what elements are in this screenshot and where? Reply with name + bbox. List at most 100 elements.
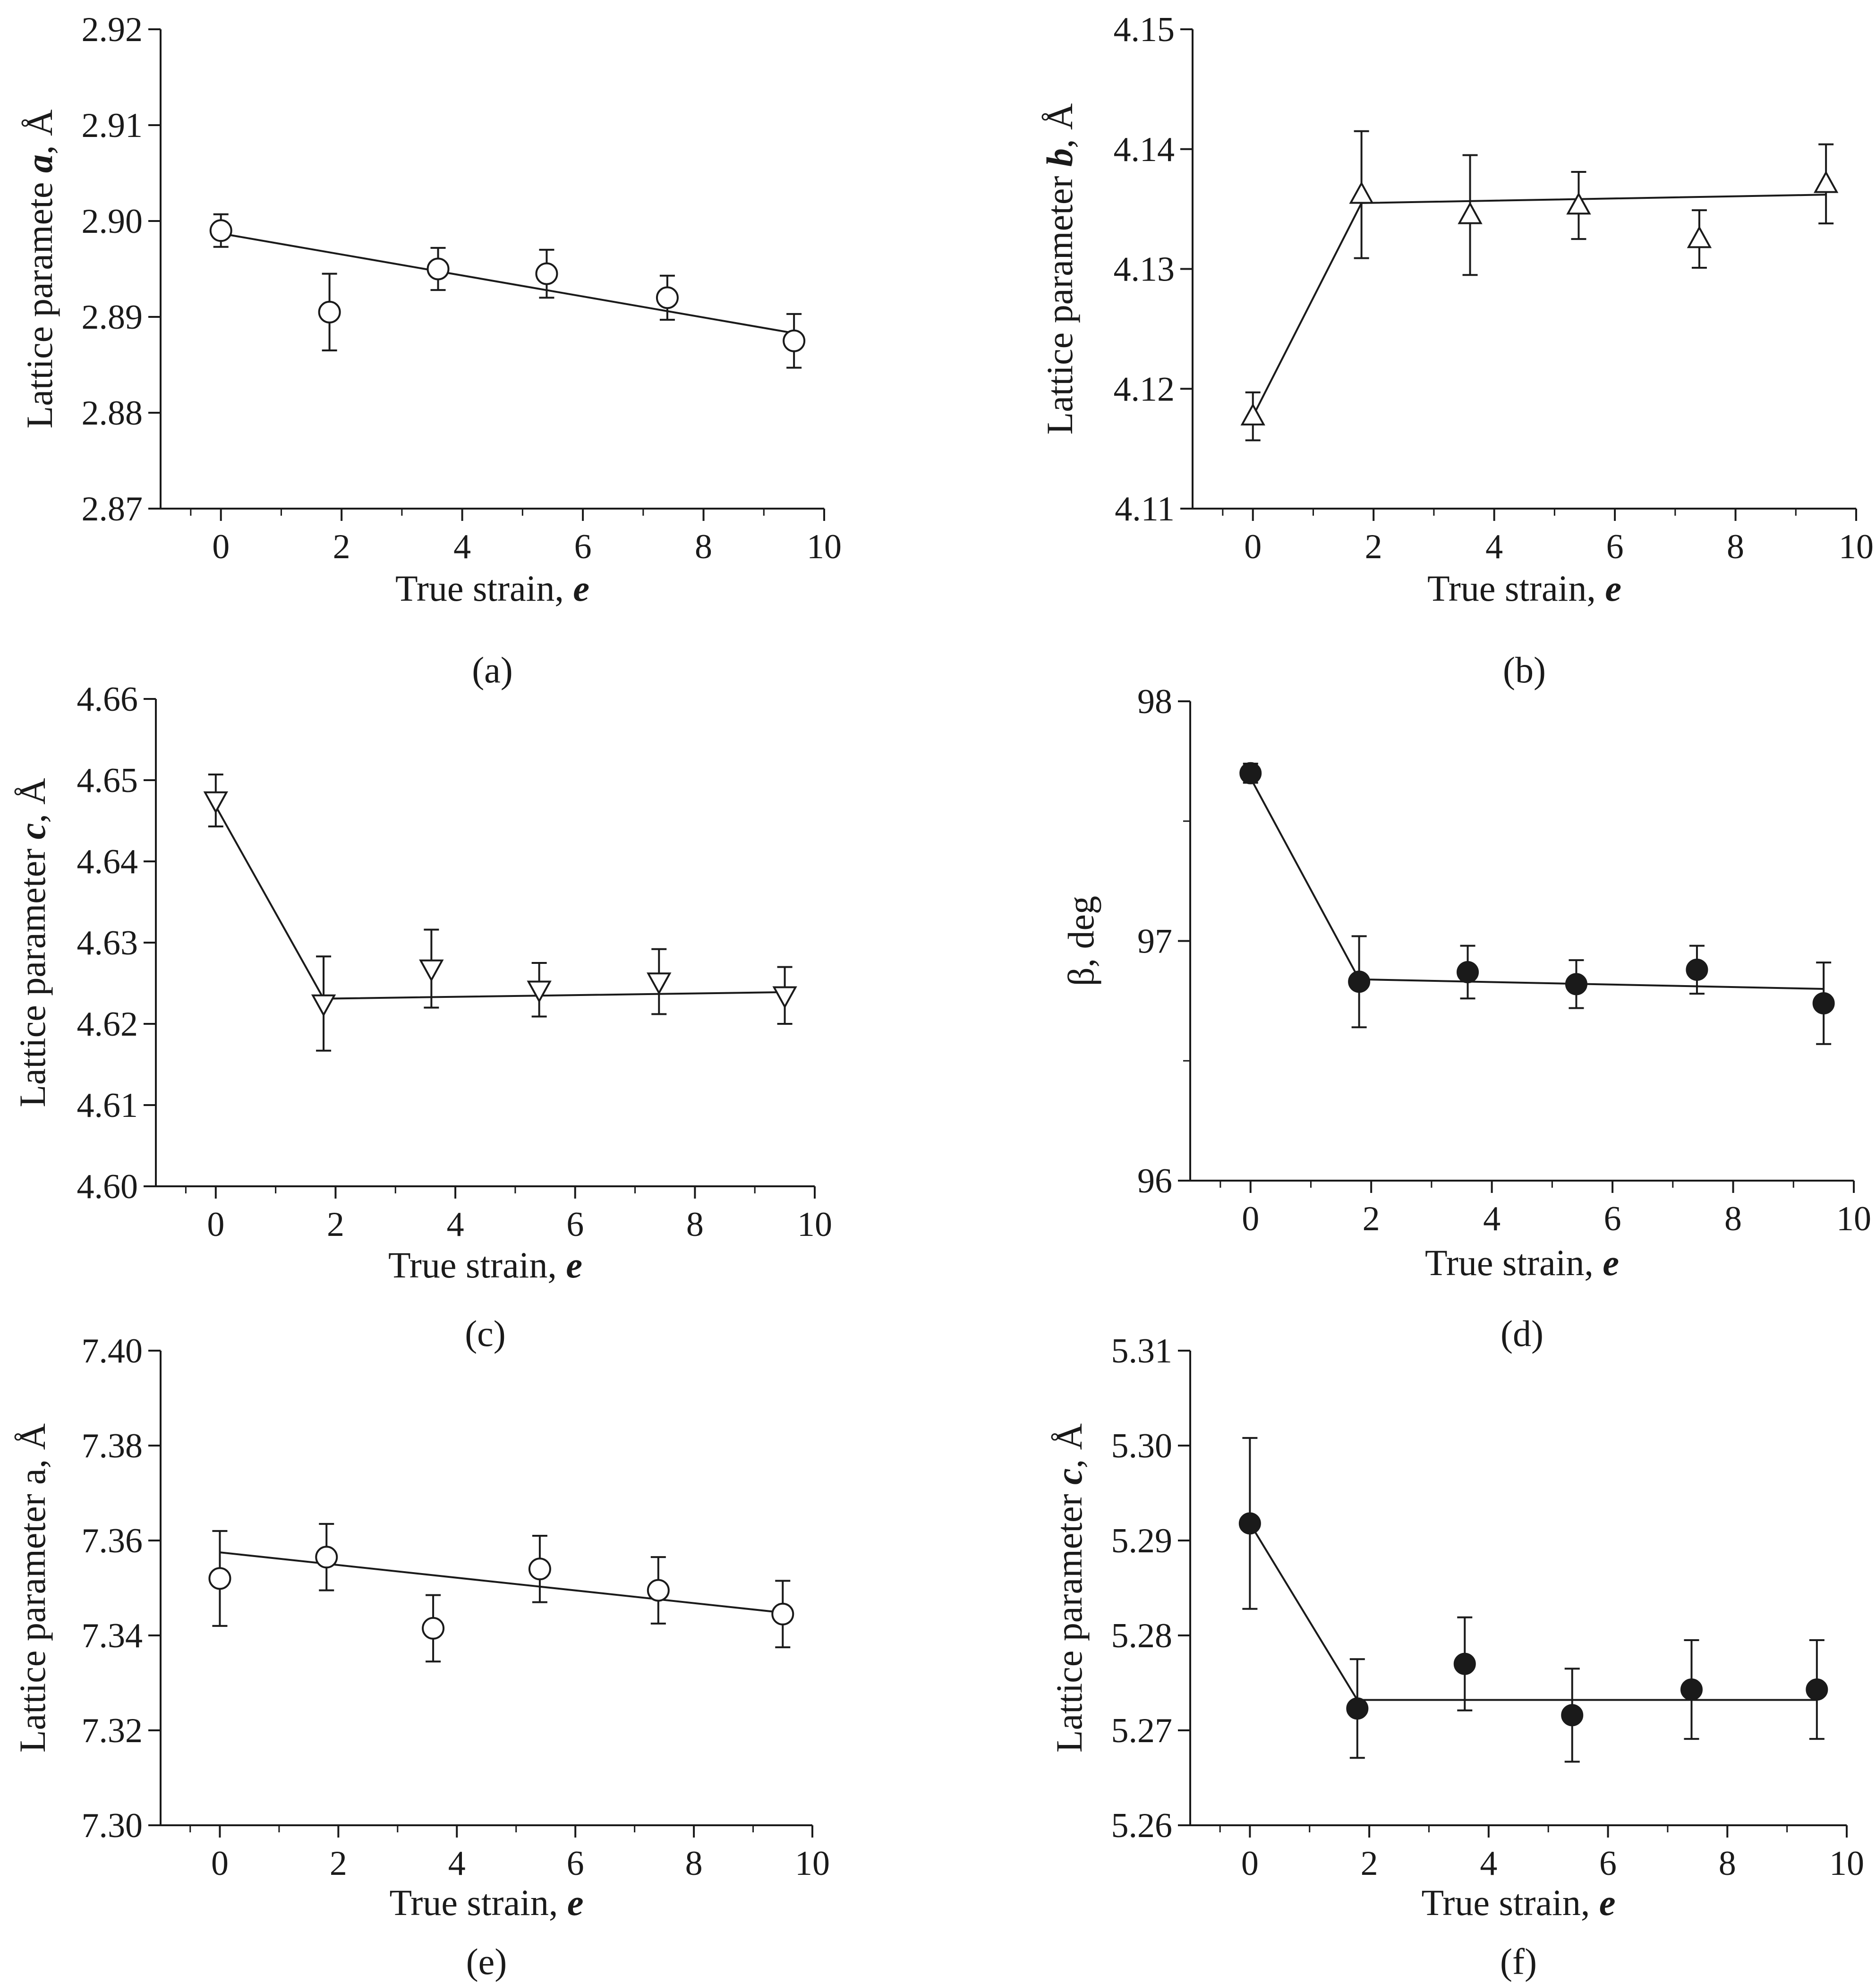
y-tick-label: 98 xyxy=(1137,682,1172,721)
y-tick-label: 5.31 xyxy=(1111,1332,1173,1370)
y-tick-label: 4.11 xyxy=(1115,490,1175,528)
fit-line xyxy=(1252,194,1826,417)
label-part: True strain, xyxy=(388,1244,566,1285)
y-tick-label: 2.87 xyxy=(82,490,143,528)
data-point xyxy=(1813,170,1839,193)
x-axis-label: True strain, e xyxy=(388,1244,582,1285)
y-tick-label: 4.60 xyxy=(77,1167,138,1206)
label-part: Lattice parameter xyxy=(1039,167,1080,434)
x-tick-label: 2 xyxy=(1365,528,1382,566)
x-tick-label: 6 xyxy=(574,528,592,566)
label-part: True strain, xyxy=(395,568,573,609)
data-point xyxy=(1239,762,1262,784)
x-axis-label: True strain, e xyxy=(1427,568,1621,609)
label-part: , Å xyxy=(12,778,53,823)
x-tick-label: 6 xyxy=(566,1205,584,1244)
x-tick-label: 10 xyxy=(1839,528,1874,566)
label-part: Lattice parameter xyxy=(12,839,53,1107)
x-tick-label: 2 xyxy=(333,528,350,566)
fit-line xyxy=(221,232,794,334)
fit-line xyxy=(1249,777,1824,990)
data-point xyxy=(1238,1512,1261,1535)
x-tick-label: 8 xyxy=(1719,1844,1736,1883)
label-part: e xyxy=(566,1244,582,1285)
x-tick-label: 4 xyxy=(447,1205,464,1244)
x-tick-label: 0 xyxy=(211,1844,229,1883)
label-part: β, deg xyxy=(1060,896,1101,986)
data-point xyxy=(1565,973,1587,996)
y-axis-label: β, deg xyxy=(1060,896,1101,986)
x-tick-label: 8 xyxy=(1724,1200,1742,1238)
y-tick-label: 2.92 xyxy=(82,10,143,49)
label-part: , Å xyxy=(1039,103,1080,148)
y-axis-label: Lattice parameter b, Å xyxy=(1039,103,1080,435)
y-tick-label: 4.61 xyxy=(77,1086,138,1125)
x-tick-label: 10 xyxy=(795,1844,830,1883)
y-tick-label: 7.36 xyxy=(82,1522,143,1560)
data-point xyxy=(1349,181,1374,204)
label-part: e xyxy=(573,568,589,609)
x-tick-label: 8 xyxy=(685,1844,703,1883)
x-tick-label: 4 xyxy=(1480,1844,1497,1883)
x-tick-label: 10 xyxy=(807,528,842,566)
data-point xyxy=(315,1546,338,1569)
panel-caption: (b) xyxy=(1503,649,1546,690)
y-tick-label: 4.64 xyxy=(77,843,138,881)
data-point xyxy=(1566,192,1591,215)
data-point xyxy=(422,1617,445,1640)
y-tick-label: 5.26 xyxy=(1111,1806,1173,1845)
x-tick-label: 10 xyxy=(797,1205,832,1244)
data-point xyxy=(209,219,232,242)
x-tick-label: 8 xyxy=(1727,528,1744,566)
data-point xyxy=(1680,1678,1703,1701)
y-tick-label: 2.88 xyxy=(82,394,143,433)
label-part: c xyxy=(1049,1468,1090,1485)
y-tick-label: 5.30 xyxy=(1111,1427,1173,1465)
data-point xyxy=(419,959,444,982)
x-tick-label: 4 xyxy=(448,1844,466,1883)
x-tick-label: 0 xyxy=(1244,528,1262,566)
panel-caption: (c) xyxy=(465,1313,506,1354)
fit-line xyxy=(220,1551,783,1614)
data-point xyxy=(318,300,341,323)
panel-c: 0 2 4 6 8 10 4.60 4.61 4.62 4.63 4.64 4.65 4.66 True … xyxy=(12,680,832,1354)
data-point xyxy=(1686,958,1708,981)
y-axis-label: Lattice paramete a, Å xyxy=(19,110,60,429)
data-point xyxy=(1457,961,1479,983)
panel-caption: (d) xyxy=(1501,1313,1543,1354)
y-tick-label: 5.28 xyxy=(1111,1617,1173,1655)
label-part: e xyxy=(1603,1242,1619,1283)
label-part: e xyxy=(1599,1882,1616,1923)
x-tick-label: 0 xyxy=(1241,1844,1259,1883)
y-tick-label: 7.38 xyxy=(82,1427,143,1465)
data-point xyxy=(1687,225,1712,248)
y-tick-label: 4.12 xyxy=(1114,370,1175,409)
data-point xyxy=(535,262,558,285)
y-tick-label: 2.89 xyxy=(82,298,143,337)
panel-d: 0 2 4 6 8 10 96 97 98 True strain, e β, deg (d) xyxy=(1060,682,1871,1354)
label-part: Lattice paramete xyxy=(19,173,60,428)
data-point xyxy=(527,980,552,1003)
y-tick-label: 4.13 xyxy=(1114,250,1175,289)
data-point xyxy=(771,1602,794,1626)
data-point xyxy=(1812,992,1835,1014)
x-axis-label: True strain, e xyxy=(1422,1882,1616,1923)
panel-caption: (a) xyxy=(472,649,513,690)
y-tick-label: 4.65 xyxy=(77,761,138,800)
x-axis-label: True strain, e xyxy=(395,568,589,609)
fit-line xyxy=(1249,1523,1817,1701)
y-tick-label: 5.29 xyxy=(1111,1522,1173,1560)
data-point xyxy=(1458,202,1483,224)
panel-caption: (f) xyxy=(1500,1941,1537,1982)
label-part: e xyxy=(1605,568,1621,609)
panel-a: 0 2 4 6 8 10 2.87 2.88 2.89 2.90 2.91 2.92 True stra… xyxy=(19,10,842,690)
x-tick-label: 0 xyxy=(207,1205,224,1244)
y-tick-label: 7.32 xyxy=(82,1711,143,1750)
y-tick-label: 97 xyxy=(1137,922,1172,961)
data-point xyxy=(1348,970,1371,993)
y-axis-label: Lattice parameter a, Å xyxy=(12,1423,53,1753)
data-point xyxy=(1561,1704,1584,1727)
data-point xyxy=(783,329,806,352)
label-part: True strain, xyxy=(1422,1882,1599,1923)
